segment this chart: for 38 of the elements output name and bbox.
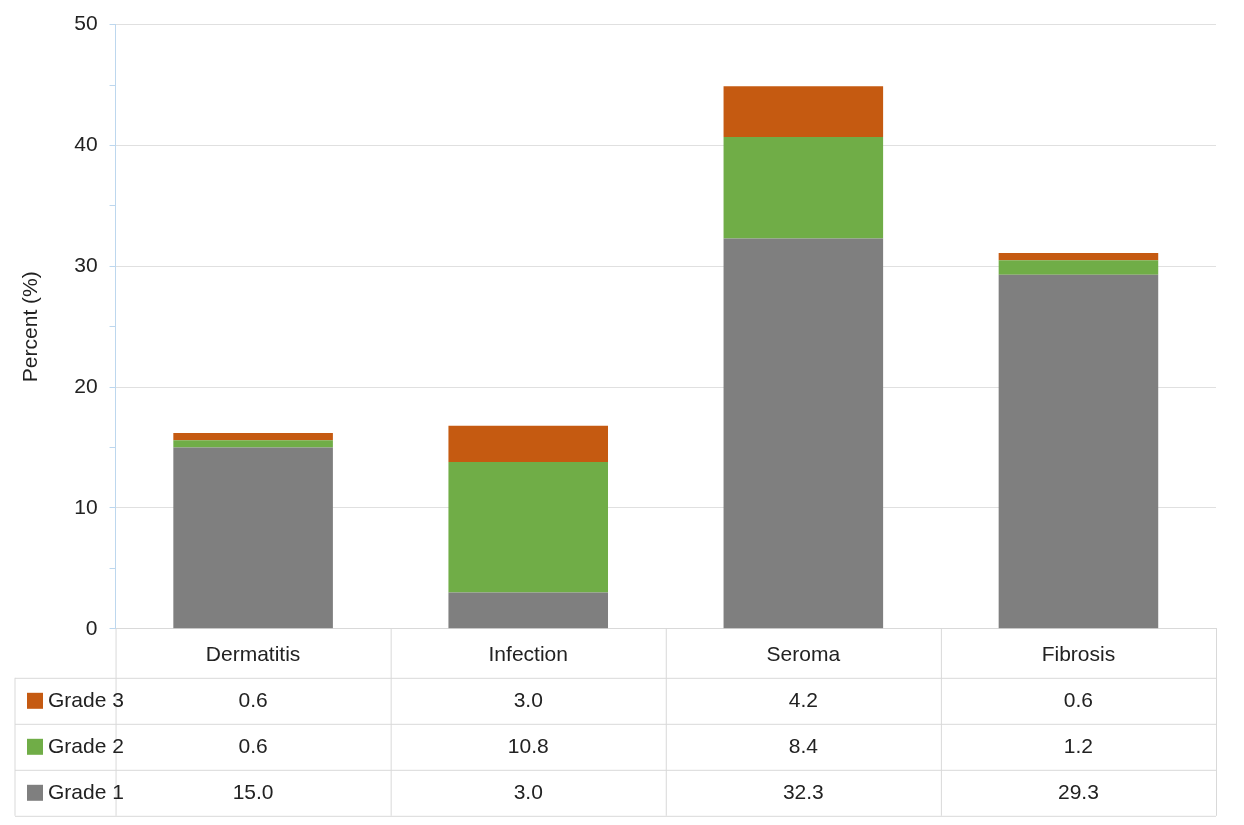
bar <box>173 433 333 441</box>
y-tick-label: 50 <box>74 11 98 35</box>
data-label: 1.2 <box>1063 733 1094 757</box>
y-tick-label: 0 <box>85 615 98 639</box>
data-label: 29.3 <box>1058 779 1099 803</box>
x-tick-label: Seroma <box>766 642 841 666</box>
x-tick-label: Dermatitis <box>205 642 301 666</box>
x-tick-label: Fibrosis <box>1041 642 1116 666</box>
bar <box>723 238 884 629</box>
data-label: 15.0 <box>232 779 274 803</box>
data-label: 0.6 <box>238 687 268 711</box>
y-tick-label: 40 <box>74 132 98 156</box>
bar <box>723 136 884 239</box>
legend-label: Grade 3 <box>48 687 124 711</box>
y-tick-label: 10 <box>74 494 98 518</box>
data-label: 8.4 <box>788 733 819 757</box>
legend-label: Grade 2 <box>48 733 124 757</box>
bar <box>173 440 333 448</box>
x-tick-label: Infection <box>488 642 568 666</box>
legend-label: Grade 1 <box>48 779 124 803</box>
y-axis-title: Percent (%) <box>18 271 42 383</box>
bar <box>173 447 333 629</box>
data-label: 0.6 <box>1063 687 1094 711</box>
bar <box>998 274 1159 629</box>
bar <box>448 462 609 593</box>
y-tick-label: 20 <box>74 373 98 397</box>
data-label: 3.0 <box>513 779 543 803</box>
data-label: 0.6 <box>238 733 268 757</box>
data-label: 4.2 <box>788 687 818 711</box>
bar <box>998 260 1159 275</box>
bar <box>723 86 884 137</box>
y-tick-label: 30 <box>74 253 98 277</box>
bar <box>998 252 1159 261</box>
data-label: 10.8 <box>507 733 549 757</box>
bar <box>448 592 609 629</box>
data-label: 3.0 <box>513 687 543 711</box>
data-label: 32.3 <box>782 779 824 803</box>
bar <box>448 425 609 463</box>
